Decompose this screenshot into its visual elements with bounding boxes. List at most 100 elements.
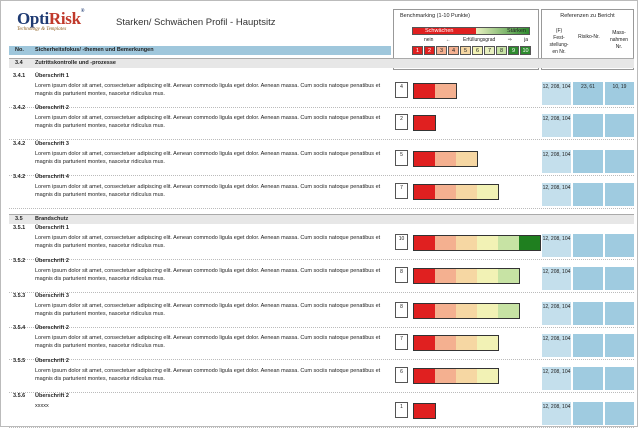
measures-ref[interactable] (605, 234, 634, 257)
table-header: No. Sicherheitsfokus/ -themen und Bemerk… (9, 46, 391, 55)
row-description: Lorem ipsum dolor sit amet, consectetuer… (35, 268, 381, 282)
section-title: Zutrittskontrolle und -prozesse (35, 60, 116, 66)
risk-ref[interactable] (573, 150, 603, 173)
risk-ref[interactable] (573, 234, 603, 257)
rating-bar-segment (414, 236, 435, 250)
rating-bar-segment (477, 269, 498, 283)
row-heading: Überschrift 3 (35, 293, 69, 299)
row-divider (9, 427, 634, 428)
optirisk-logo: OptiRisk® Technology & Templates (17, 9, 85, 43)
rating-bar-segment (435, 269, 456, 283)
risk-ref[interactable] (573, 302, 603, 325)
row-description: Lorem ipsum dolor sit amet, consectetuer… (35, 303, 381, 317)
measures-ref[interactable] (605, 114, 634, 137)
measures-ref[interactable] (605, 183, 634, 206)
measures-ref[interactable]: 10, 19 (605, 82, 634, 105)
row-divider (9, 292, 634, 293)
rating-bar-segment (414, 116, 435, 130)
rating-bar-segment (477, 185, 498, 199)
risk-column-header: Risiko-Nr. (578, 34, 600, 40)
measures-ref[interactable] (605, 267, 634, 290)
measures-ref[interactable] (605, 367, 634, 390)
rating-bar (413, 403, 436, 419)
rating-bar-segment (435, 185, 456, 199)
findings-ref[interactable]: 12, 208, 104 (542, 334, 571, 357)
row-description: Lorem ipsum dolor sit amet, consectetuer… (35, 115, 381, 129)
row-description: Lorem ipsum dolor sit amet, consectetuer… (35, 235, 381, 249)
fulfillment-scale-caption: nein ← Erfüllungsgrad ⇒ ja (424, 37, 528, 43)
risk-ref[interactable] (573, 114, 603, 137)
rating-bar-segment (435, 336, 456, 350)
scale-number-2: 2 (424, 46, 435, 55)
findings-ref[interactable]: 12, 208, 104 (542, 402, 571, 425)
rating-bar-segment (456, 304, 477, 318)
score-input[interactable]: 5 (395, 150, 408, 166)
score-input[interactable]: 6 (395, 367, 408, 383)
findings-ref[interactable]: 12, 208, 104 (542, 367, 571, 390)
row-number: 3.5.2 (13, 258, 26, 264)
risk-ref[interactable] (573, 367, 603, 390)
left-arrow-icon: ← (445, 37, 451, 43)
score-input[interactable]: 8 (395, 302, 408, 318)
row-heading: Überschrift 1 (35, 73, 69, 79)
scale-number-5: 5 (460, 46, 471, 55)
rating-bar-segment (414, 269, 435, 283)
rating-bar-segment (414, 336, 435, 350)
measures-ref[interactable] (605, 150, 634, 173)
row-heading: Überschrift 2 (35, 105, 69, 111)
rating-bar-segment (498, 236, 519, 250)
rating-bar-segment (435, 304, 456, 318)
risk-ref[interactable] (573, 183, 603, 206)
section-header: 3.4 Zutrittskontrolle und -prozesse (9, 58, 634, 68)
findings-ref[interactable]: 12, 208, 104 (542, 234, 571, 257)
scale-number-6: 6 (472, 46, 483, 55)
rating-bar-segment (414, 404, 435, 418)
section-title: Brandschutz (35, 216, 69, 222)
findings-ref[interactable]: 12, 208, 104 (542, 267, 571, 290)
findings-ref[interactable]: 12, 208, 104 (542, 183, 571, 206)
weaknesses-label: Schwächen (413, 28, 476, 34)
scale-number-8: 8 (496, 46, 507, 55)
score-input[interactable]: 1 (395, 402, 408, 418)
scale-number-10: 10 (520, 46, 531, 55)
rating-bar-segment (477, 236, 498, 250)
right-arrow-icon: ⇒ (507, 37, 512, 43)
rating-bar-segment (414, 369, 435, 383)
risk-ref[interactable] (573, 267, 603, 290)
score-input[interactable]: 8 (395, 267, 408, 283)
benchmark-title: Benchmarking (1-10 Punkte) (400, 13, 471, 19)
score-input[interactable]: 4 (395, 82, 408, 98)
row-divider (9, 327, 634, 328)
risk-ref[interactable]: 23, 61 (573, 82, 603, 105)
row-number: 3.5.4 (13, 325, 26, 331)
findings-ref[interactable]: 12, 208, 104 (542, 150, 571, 173)
rating-bar (413, 368, 499, 384)
row-number: 3.5.5 (13, 358, 26, 364)
strengths-label: Stärken (475, 28, 529, 34)
findings-ref[interactable]: 12, 208, 104 (542, 82, 571, 105)
scale-number-9: 9 (508, 46, 519, 55)
rating-bar-segment (519, 236, 540, 250)
page-title: Starken/ Schwächen Profil - Hauptsitz (116, 17, 276, 28)
score-input[interactable]: 2 (395, 114, 408, 130)
measures-ref[interactable] (605, 302, 634, 325)
risk-ref[interactable] (573, 334, 603, 357)
score-input[interactable]: 7 (395, 183, 408, 199)
rating-bar (413, 268, 520, 284)
rating-bar (413, 335, 499, 351)
rating-bar-segment (456, 369, 477, 383)
findings-ref[interactable]: 12, 208, 104 (542, 114, 571, 137)
risk-ref[interactable] (573, 402, 603, 425)
measures-ref[interactable] (605, 402, 634, 425)
yes-label: ja (524, 37, 528, 43)
rating-bar-segment (477, 369, 498, 383)
score-input[interactable]: 10 (395, 234, 408, 250)
measures-ref[interactable] (605, 334, 634, 357)
references-title: Referenzen zu Bericht (560, 13, 615, 19)
benchmark-number-scale: 1 2 3 4 5 6 7 8 9 10 (412, 46, 532, 55)
findings-ref[interactable]: 12, 208, 104 (542, 302, 571, 325)
rating-bar-segment (456, 152, 477, 166)
scale-number-7: 7 (484, 46, 495, 55)
rating-bar-segment (477, 304, 498, 318)
score-input[interactable]: 7 (395, 334, 408, 350)
